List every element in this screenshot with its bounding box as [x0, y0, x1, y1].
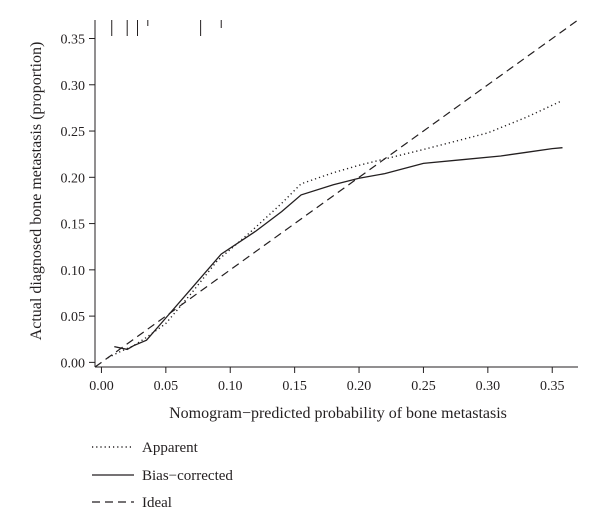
series-dotted-line: [107, 99, 563, 359]
y-tick-label: 0.00: [61, 356, 86, 371]
y-tick-label: 0.30: [61, 79, 86, 94]
rug-marks: [111, 20, 222, 36]
x-tick-label: 0.05: [154, 379, 179, 394]
x-tick-label: 0.10: [218, 379, 243, 394]
y-tick-label: 0.35: [61, 33, 86, 48]
legend-label: Ideal: [142, 495, 172, 511]
legend-label: Apparent: [142, 440, 199, 456]
legend: Apparent Bias−corrected Ideal: [92, 440, 233, 511]
series-solid-line: [114, 147, 563, 351]
x-tick-label: 0.35: [540, 379, 565, 394]
axes: 0.00 0.05 0.10 0.15 0.20 0.25 0.30 0.35 0.00 0.05…: [61, 20, 578, 394]
x-axis-title: Nomogram−predicted probability of bone m…: [169, 405, 507, 422]
legend-label: Bias−corrected: [142, 468, 233, 484]
x-tick-label: 0.00: [89, 379, 114, 394]
y-axis-title: Actual diagnosed bone metastasis (propor…: [28, 42, 45, 341]
x-tick-label: 0.25: [411, 379, 436, 394]
y-tick-label: 0.25: [61, 125, 86, 140]
series-lines: [94, 19, 579, 368]
y-tick-label: 0.10: [61, 264, 86, 279]
series-dashed-line: [94, 19, 579, 368]
y-tick-label: 0.05: [61, 310, 86, 325]
x-tick-label: 0.20: [347, 379, 372, 394]
x-tick-label: 0.30: [476, 379, 501, 394]
y-tick-label: 0.20: [61, 171, 86, 186]
x-tick-label: 0.15: [282, 379, 307, 394]
y-tick-label: 0.15: [61, 218, 86, 233]
